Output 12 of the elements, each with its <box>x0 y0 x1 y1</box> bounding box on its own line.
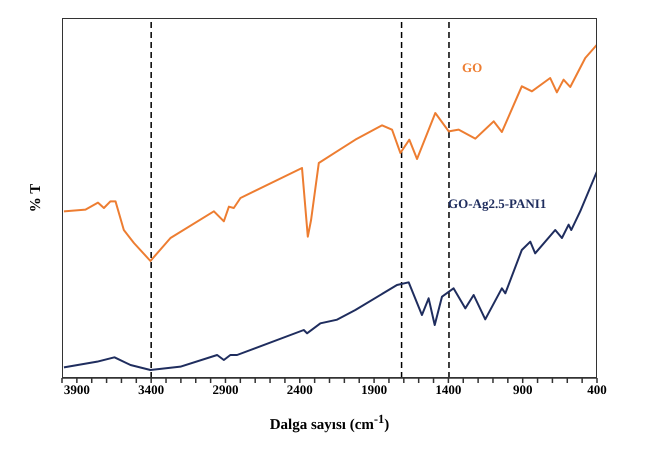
x-tick-label: 1400 <box>435 382 462 398</box>
y-axis-title: % T <box>28 184 44 212</box>
x-tick-label: 2900 <box>212 382 238 398</box>
x-tick-label: 1900 <box>361 382 388 398</box>
x-tick-label: 400 <box>587 382 607 398</box>
x-tick-label: 900 <box>512 382 532 398</box>
x-tick-label: 3400 <box>138 382 164 398</box>
x-tick-label: 3900 <box>64 382 90 398</box>
text: GO <box>462 60 482 76</box>
x-axis-title: Dalga sayısı (cm$^{-1}$) <box>270 412 390 433</box>
series-label: GO-Ag2.5-PANI1 <box>448 196 546 212</box>
x-tick-label: 2400 <box>286 382 313 398</box>
